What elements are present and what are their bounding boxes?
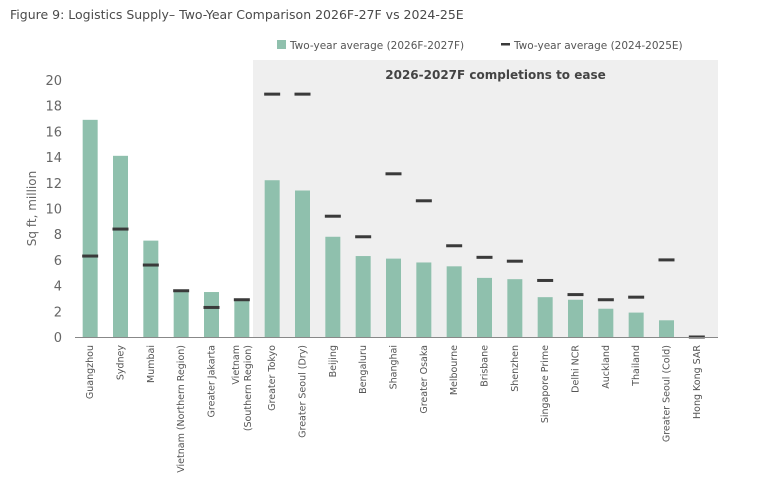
x-tick-label: Singapore Prime (540, 345, 551, 423)
marker-vietnam-northern-region (173, 289, 190, 293)
bar-greater-seoul-cold (659, 320, 674, 337)
x-tick-label: Shenzhen (510, 345, 521, 392)
bar-greater-jakarta (204, 292, 219, 337)
x-tick-label-line: Vietnam (231, 345, 242, 385)
marker-singapore-prime (537, 278, 554, 282)
marker-mumbai (142, 263, 159, 267)
marker-vietnam-southern-region (233, 298, 250, 302)
x-tick-label: Greater Tokyo (267, 345, 278, 411)
marker-shanghai (385, 172, 402, 176)
bar-bengaluru (355, 256, 371, 337)
x-tick-label: Vietnam (Northern Region) (176, 345, 187, 473)
marker-melbourne (446, 244, 463, 248)
marker-bengaluru (355, 235, 372, 239)
x-tick-label: Greater Seoul (Dry) (298, 345, 309, 438)
bar-delhi-ncr (568, 299, 583, 337)
bar-greater-tokyo (264, 180, 280, 337)
x-tick-label: Brisbane (480, 345, 491, 387)
marker-greater-tokyo (264, 92, 281, 96)
y-tick-label: 4 (54, 280, 62, 295)
marker-sydney (112, 227, 129, 231)
y-axis-ticks: 0 2 4 6 8 10 12 14 16 18 20 (45, 74, 62, 346)
x-tick-label-line: (Southern Region) (243, 345, 254, 431)
x-tick-label: Melbourne (449, 345, 460, 395)
x-tick-label: Bengaluru (358, 345, 369, 394)
x-tick-label: Greater Osaka (419, 345, 430, 414)
bar-guangzhou (82, 119, 98, 338)
bar-melbourne (446, 266, 462, 337)
bar-greater-seoul-dry (295, 190, 310, 337)
x-tick-label: Guangzhou (85, 345, 96, 399)
bar-series (82, 119, 705, 338)
y-tick-label: 20 (45, 74, 62, 89)
x-tick-label: Vietnam(Southern Region) (231, 345, 254, 431)
marker-delhi-ncr (567, 293, 584, 297)
y-tick-label: 16 (45, 125, 62, 140)
bar-vietnam-southern-region (234, 301, 250, 337)
x-axis-tick-labels: Guangzhou Sydney Mumbai Vietnam (Northern R… (85, 345, 703, 473)
y-tick-label: 2 (54, 305, 62, 320)
marker-greater-seoul-dry (294, 92, 311, 96)
bar-greater-osaka (416, 262, 432, 337)
marker-thailand (628, 295, 645, 299)
bar-beijing (325, 236, 341, 337)
marker-auckland (597, 298, 614, 302)
y-tick-label: 6 (54, 254, 62, 269)
x-tick-label: Shanghai (389, 345, 400, 389)
bar-sydney (113, 155, 128, 337)
legend-label-2024-2025: Two-year average (2024-2025E) (513, 40, 683, 52)
figure-title: Figure 9: Logistics Supply– Two-Year Com… (10, 7, 464, 22)
x-tick-label: Sydney (116, 345, 127, 381)
bar-shanghai (386, 258, 401, 337)
marker-greater-seoul-cold (658, 258, 675, 262)
marker-greater-jakarta (203, 305, 220, 309)
shaded-region-annotation: 2026-2027F completions to ease (385, 68, 606, 82)
marker-guangzhou (82, 254, 99, 258)
x-tick-label: Beijing (328, 345, 339, 377)
bar-vietnam-northern-region (173, 290, 189, 337)
y-tick-label: 0 (54, 331, 62, 346)
bar-shenzhen (507, 279, 523, 337)
y-tick-label: 12 (45, 177, 62, 192)
legend: Two-year average (2026F-2027F) Two-year … (277, 40, 683, 52)
marker-beijing (324, 214, 341, 218)
marker-brisbane (476, 255, 493, 259)
bar-auckland (598, 308, 614, 337)
bar-singapore-prime (537, 297, 553, 337)
y-tick-label: 14 (45, 151, 62, 166)
legend-swatch-marker (501, 43, 510, 46)
marker-shenzhen (506, 259, 523, 263)
x-tick-label: Hong Kong SAR (692, 345, 703, 419)
y-tick-label: 10 (45, 203, 62, 218)
y-tick-label: 18 (45, 100, 62, 115)
x-tick-label: Greater Jakarta (207, 345, 218, 417)
y-axis-label: Sq ft, million (25, 171, 39, 246)
bar-brisbane (477, 277, 492, 337)
x-tick-label: Delhi NCR (571, 345, 582, 393)
marker-greater-osaka (415, 199, 432, 203)
legend-label-2026-2027: Two-year average (2026F-2027F) (289, 40, 464, 52)
x-tick-label: Mumbai (146, 345, 157, 383)
legend-swatch-bar (277, 40, 286, 49)
y-tick-label: 8 (54, 228, 62, 243)
x-tick-label: Greater Seoul (Cold) (662, 345, 673, 442)
x-tick-label: Thailand (631, 345, 642, 387)
bar-mumbai (143, 240, 159, 337)
x-tick-label: Auckland (601, 345, 612, 389)
bar-thailand (628, 312, 644, 337)
